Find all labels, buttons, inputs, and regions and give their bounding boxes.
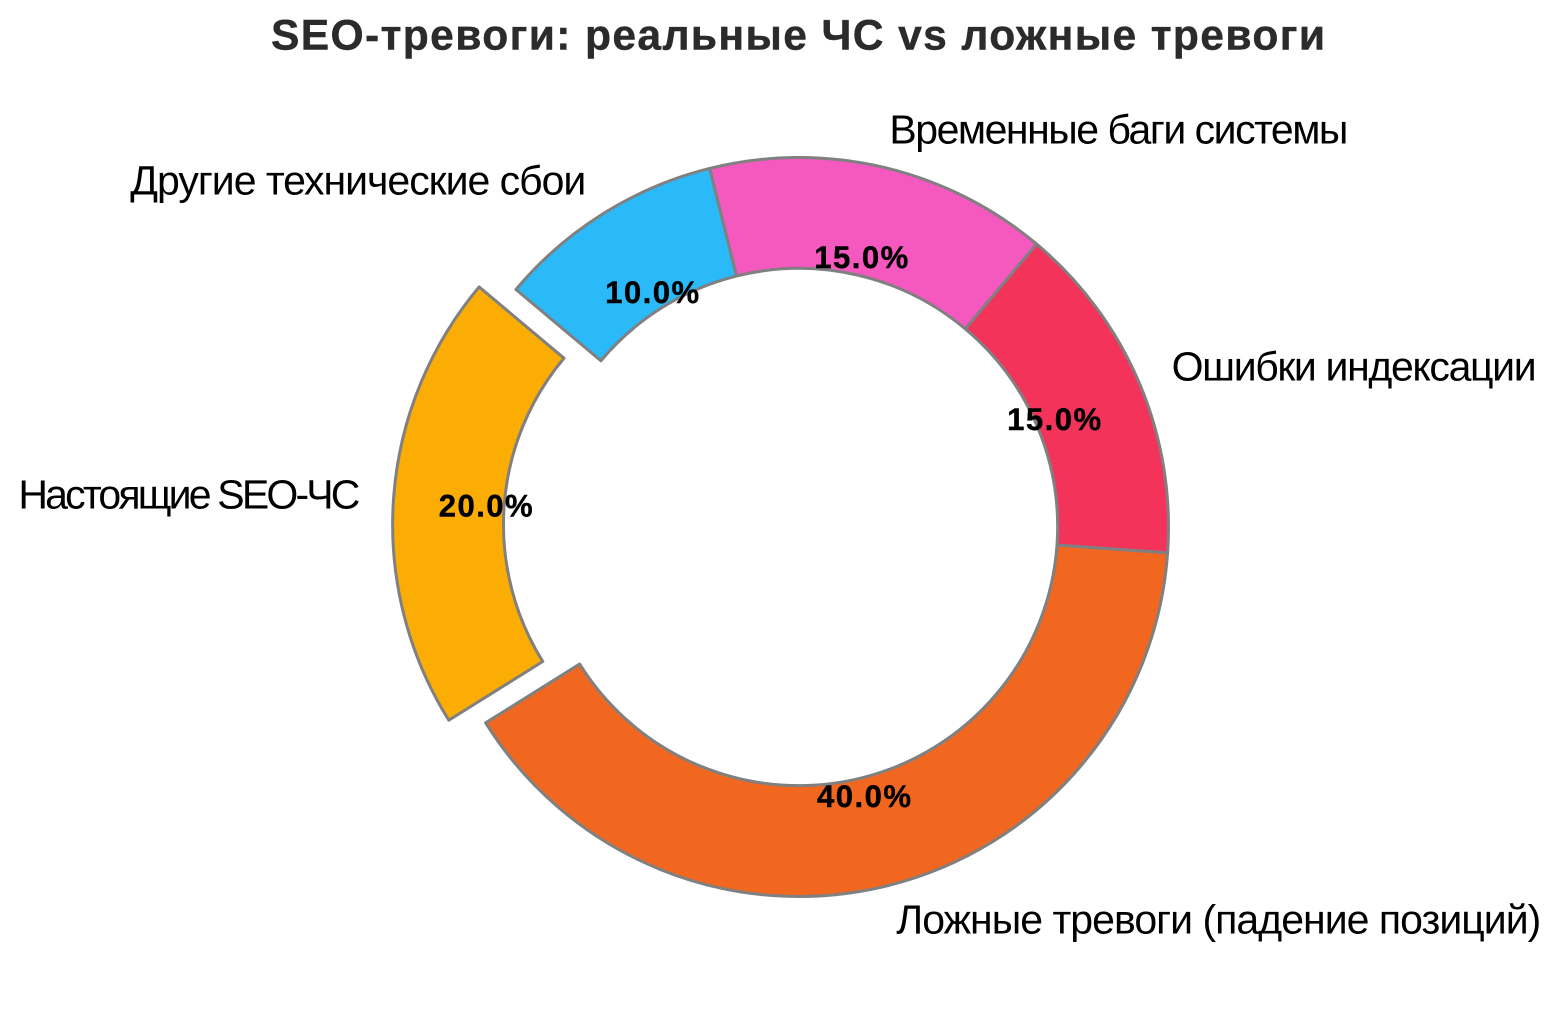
svg-text:Ложные тревоги (падение позици: Ложные тревоги (падение позиций) (896, 897, 1541, 943)
svg-text:15.0%: 15.0% (1007, 402, 1101, 437)
svg-text:Ошибки индексации: Ошибки индексации (1172, 344, 1537, 390)
svg-text:20.0%: 20.0% (439, 488, 533, 523)
svg-text:Другие технические сбои: Другие технические сбои (130, 158, 586, 204)
svg-text:10.0%: 10.0% (605, 275, 699, 310)
svg-text:15.0%: 15.0% (814, 240, 908, 275)
svg-text:40.0%: 40.0% (817, 779, 911, 814)
svg-text:Настоящие SEO-ЧС: Настоящие SEO-ЧС (18, 471, 360, 517)
svg-text:Временные баги системы: Временные баги системы (889, 106, 1348, 152)
